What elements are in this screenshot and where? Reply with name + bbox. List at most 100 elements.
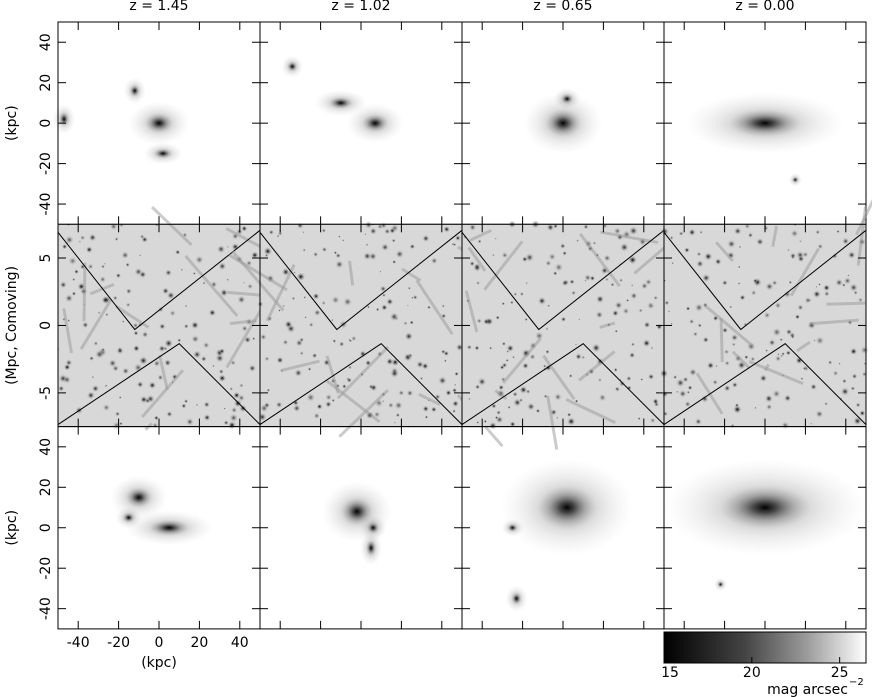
structure-dot — [851, 373, 858, 380]
structure-dot — [118, 396, 122, 399]
structure-dot — [578, 318, 581, 321]
structure-dot — [438, 376, 447, 385]
x-tick-label: 0 — [155, 635, 164, 651]
structure-dot — [419, 376, 424, 381]
structure-dot — [200, 355, 207, 362]
y-tick-label: -20 — [38, 152, 54, 175]
structure-dot — [823, 284, 831, 292]
filament — [565, 398, 616, 424]
structure-dot — [157, 374, 164, 381]
structure-dot — [843, 277, 852, 285]
galaxy — [328, 96, 353, 109]
structure-dot — [321, 300, 326, 306]
path-line — [259, 343, 463, 426]
structure-dot — [218, 368, 224, 375]
structure-dot — [649, 417, 656, 424]
structure-dot — [730, 333, 739, 342]
structure-dot — [519, 292, 524, 297]
structure-dot — [715, 364, 718, 368]
structure-dot — [466, 344, 473, 350]
structure-dot — [115, 272, 121, 279]
structure-dot — [501, 251, 509, 259]
structure-dot — [684, 401, 691, 408]
galaxy — [145, 113, 173, 134]
structure-dot — [765, 349, 769, 353]
structure-dot — [817, 243, 824, 250]
structure-dot — [406, 389, 414, 397]
structure-dot — [86, 391, 95, 400]
structure-dot — [239, 383, 244, 388]
structure-dot — [258, 412, 267, 422]
structure-dot — [739, 294, 746, 301]
structure-dot — [732, 405, 742, 414]
filament — [401, 267, 422, 282]
structure-dot — [650, 346, 654, 350]
structure-dot — [393, 421, 397, 424]
structure-dot — [824, 401, 829, 406]
structure-dot — [545, 327, 549, 331]
structure-dot — [365, 243, 369, 247]
structure-dot — [506, 344, 515, 353]
structure-dot — [95, 349, 104, 359]
structure-dot — [505, 358, 509, 362]
structure-dot — [694, 303, 704, 312]
structure-dot — [850, 386, 856, 391]
structure-dot — [242, 281, 245, 284]
structure-dot — [731, 381, 738, 388]
structure-dot — [62, 375, 72, 384]
structure-dot — [375, 307, 380, 312]
structure-dot — [818, 283, 821, 286]
structure-dot — [494, 415, 499, 420]
structure-dot — [569, 279, 575, 285]
galaxy — [719, 485, 811, 530]
structure-dot — [777, 353, 780, 356]
structure-dot — [615, 386, 619, 391]
structure-dot — [547, 304, 551, 308]
structure-dot — [91, 375, 95, 379]
structure-dot — [373, 411, 381, 418]
structure-dot — [661, 390, 669, 398]
structure-dot — [628, 255, 638, 265]
structure-dot — [297, 222, 304, 229]
filament — [150, 206, 193, 247]
structure-dot — [364, 233, 367, 236]
structure-dot — [133, 330, 139, 336]
structure-dot — [112, 421, 122, 430]
structure-dot — [72, 277, 76, 282]
structure-dot — [501, 341, 506, 346]
structure-dot — [477, 377, 487, 386]
structure-dot — [789, 252, 797, 259]
y-tick-label: 20 — [38, 478, 54, 496]
filament — [141, 369, 185, 418]
structure-dot — [613, 227, 622, 235]
structure-dot — [696, 259, 704, 268]
structure-dot — [164, 338, 174, 348]
structure-dot — [398, 389, 405, 396]
structure-dot — [764, 394, 773, 403]
structure-dot — [795, 356, 803, 365]
structure-dot — [387, 402, 394, 409]
structure-dot — [722, 327, 729, 334]
x-axis-label: (kpc) — [141, 655, 177, 671]
structure-dot — [368, 252, 378, 261]
structure-dot — [321, 246, 328, 253]
structure-dot — [637, 417, 641, 421]
structure-dot — [714, 258, 722, 266]
structure-dot — [162, 287, 170, 295]
structure-dot — [422, 234, 430, 243]
structure-dot — [488, 421, 497, 430]
structure-dot — [780, 354, 784, 358]
structure-dot — [325, 400, 332, 408]
filament — [336, 345, 390, 400]
structure-dot — [474, 384, 481, 390]
structure-dot — [688, 368, 697, 377]
structure-dot — [781, 421, 790, 430]
structure-dot — [230, 406, 238, 414]
structure-dot — [626, 375, 632, 382]
filament — [158, 354, 169, 391]
structure-dot — [333, 251, 338, 255]
structure-dot — [774, 302, 782, 309]
structure-dot — [313, 412, 320, 420]
structure-dot — [381, 304, 388, 311]
galaxy — [129, 84, 140, 97]
